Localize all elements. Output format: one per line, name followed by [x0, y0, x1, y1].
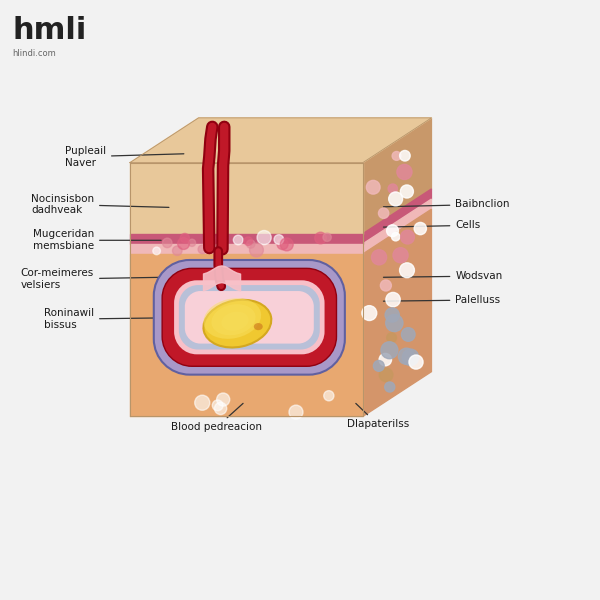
Circle shape	[386, 333, 397, 343]
Text: Roninawil
bissus: Roninawil bissus	[44, 308, 159, 330]
Polygon shape	[363, 209, 431, 416]
Text: Cor-meimeres
velsiers: Cor-meimeres velsiers	[21, 268, 159, 290]
Circle shape	[386, 314, 403, 332]
Circle shape	[233, 235, 243, 245]
Circle shape	[371, 250, 386, 265]
Circle shape	[277, 238, 288, 250]
Circle shape	[323, 233, 331, 241]
Circle shape	[188, 239, 196, 247]
Circle shape	[217, 393, 230, 406]
Circle shape	[397, 164, 412, 179]
Circle shape	[250, 243, 263, 257]
Circle shape	[362, 305, 377, 320]
Circle shape	[180, 233, 190, 242]
Circle shape	[386, 225, 398, 236]
Ellipse shape	[254, 323, 263, 330]
Text: Wodsvan: Wodsvan	[383, 271, 503, 281]
Circle shape	[163, 238, 172, 248]
Circle shape	[315, 232, 326, 244]
Polygon shape	[363, 189, 431, 244]
Circle shape	[400, 263, 415, 278]
Circle shape	[367, 181, 380, 194]
PathPatch shape	[179, 285, 320, 350]
Circle shape	[392, 151, 401, 160]
Circle shape	[153, 247, 160, 255]
Polygon shape	[130, 254, 363, 416]
Text: Palelluss: Palelluss	[383, 295, 500, 305]
Circle shape	[274, 235, 284, 244]
PathPatch shape	[162, 268, 337, 366]
Circle shape	[379, 353, 392, 366]
Circle shape	[373, 361, 384, 371]
Circle shape	[324, 391, 334, 401]
Polygon shape	[130, 118, 431, 163]
PathPatch shape	[185, 291, 314, 344]
Circle shape	[401, 230, 415, 244]
Circle shape	[195, 395, 210, 410]
PathPatch shape	[174, 280, 325, 355]
Circle shape	[289, 405, 303, 419]
Circle shape	[385, 382, 395, 392]
Text: Blood pedreacion: Blood pedreacion	[171, 403, 262, 433]
Circle shape	[257, 230, 271, 245]
Circle shape	[389, 192, 403, 206]
Polygon shape	[130, 234, 363, 244]
Polygon shape	[363, 199, 431, 254]
Text: Mugceridan
memsbiane: Mugceridan memsbiane	[33, 229, 161, 251]
Circle shape	[401, 328, 415, 341]
Circle shape	[385, 308, 400, 322]
Ellipse shape	[203, 300, 271, 347]
Text: Cells: Cells	[383, 220, 481, 230]
Ellipse shape	[221, 311, 248, 331]
Polygon shape	[130, 163, 363, 234]
Circle shape	[409, 355, 423, 369]
Ellipse shape	[211, 304, 256, 335]
Text: hmli: hmli	[12, 16, 86, 46]
Circle shape	[244, 237, 253, 245]
Circle shape	[400, 151, 410, 161]
Circle shape	[247, 240, 255, 248]
Circle shape	[391, 233, 400, 241]
Circle shape	[381, 342, 398, 359]
Ellipse shape	[203, 298, 261, 339]
Text: Nocinsisbon
dadhveak: Nocinsisbon dadhveak	[31, 194, 169, 215]
Polygon shape	[130, 244, 363, 254]
Circle shape	[379, 368, 393, 382]
Circle shape	[198, 245, 207, 254]
Circle shape	[380, 280, 391, 291]
Circle shape	[388, 184, 397, 193]
Circle shape	[212, 400, 223, 411]
Circle shape	[414, 223, 427, 235]
Circle shape	[379, 208, 389, 218]
Text: Dlapaterilss: Dlapaterilss	[347, 403, 409, 430]
Circle shape	[214, 403, 227, 415]
Text: hlindi.com: hlindi.com	[12, 49, 56, 58]
Circle shape	[386, 292, 400, 307]
Text: Baibnclion: Baibnclion	[383, 199, 510, 209]
Circle shape	[280, 238, 293, 251]
Circle shape	[173, 246, 182, 256]
Circle shape	[206, 235, 217, 245]
Text: Pupleail
Naver: Pupleail Naver	[65, 146, 184, 167]
Circle shape	[400, 185, 413, 198]
Circle shape	[398, 348, 415, 364]
Circle shape	[393, 248, 408, 263]
PathPatch shape	[154, 260, 345, 374]
Circle shape	[178, 238, 190, 250]
Polygon shape	[363, 118, 431, 234]
Circle shape	[402, 349, 419, 365]
